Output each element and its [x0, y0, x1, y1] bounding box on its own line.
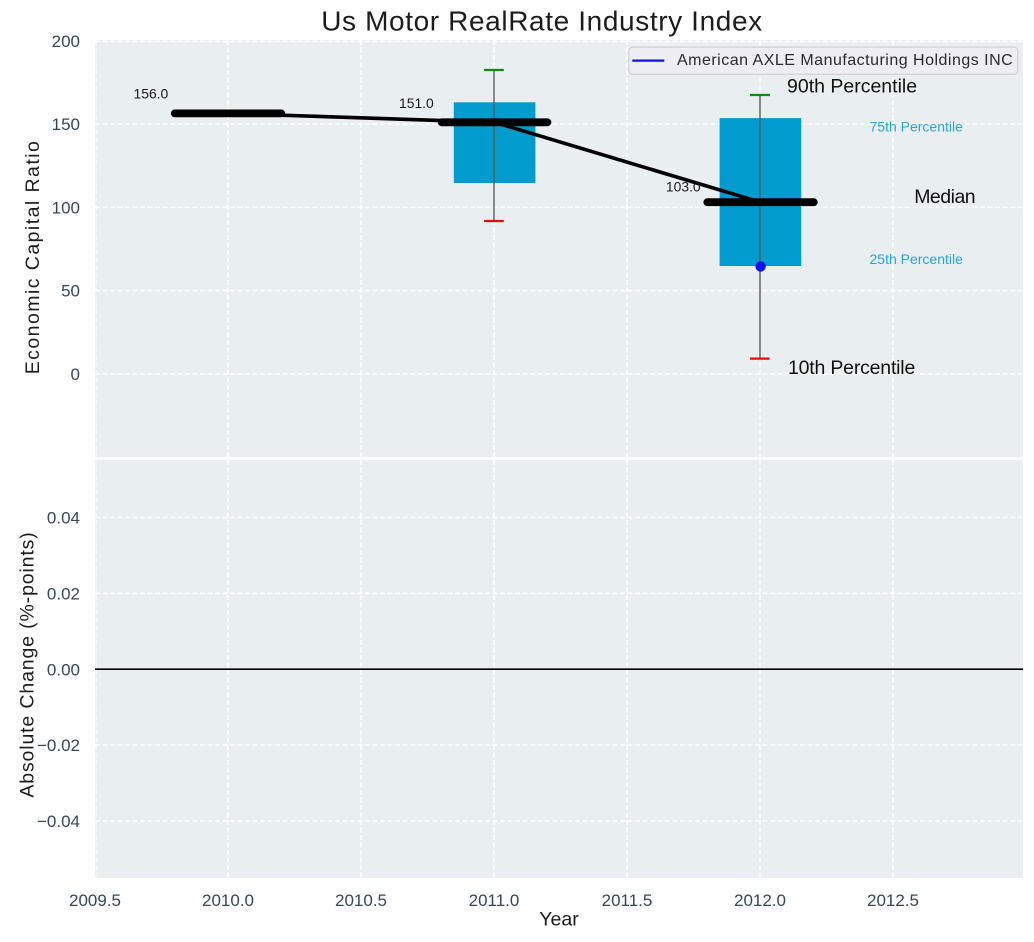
svg-text:0.00: 0.00 — [47, 660, 80, 679]
svg-text:0.02: 0.02 — [47, 584, 80, 603]
svg-text:25th Percentile: 25th Percentile — [870, 251, 964, 267]
svg-text:−0.02: −0.02 — [37, 736, 80, 755]
svg-text:2010.0: 2010.0 — [202, 891, 254, 910]
svg-text:Absolute Change (%-points): Absolute Change (%-points) — [17, 531, 39, 797]
svg-text:75th Percentile: 75th Percentile — [870, 118, 964, 134]
svg-text:151.0: 151.0 — [399, 95, 434, 111]
svg-text:103.0: 103.0 — [666, 178, 701, 194]
svg-text:American AXLE Manufacturing Ho: American AXLE Manufacturing Holdings INC — [677, 52, 1013, 69]
svg-text:2012.5: 2012.5 — [867, 891, 919, 910]
svg-text:90th Percentile: 90th Percentile — [787, 76, 917, 98]
svg-text:2010.5: 2010.5 — [335, 891, 387, 910]
svg-text:100: 100 — [52, 198, 80, 217]
svg-text:10th Percentile: 10th Percentile — [788, 357, 915, 379]
svg-text:Economic Capital Ratio: Economic Capital Ratio — [22, 140, 44, 375]
svg-text:2011.0: 2011.0 — [469, 891, 520, 910]
svg-text:156.0: 156.0 — [134, 86, 169, 102]
svg-text:150: 150 — [52, 115, 80, 134]
svg-text:0: 0 — [71, 365, 80, 384]
svg-text:2011.5: 2011.5 — [602, 891, 653, 910]
svg-text:Year: Year — [539, 909, 579, 931]
svg-text:0.04: 0.04 — [47, 509, 80, 528]
svg-text:2009.5: 2009.5 — [69, 891, 121, 910]
svg-text:−0.04: −0.04 — [37, 812, 80, 831]
svg-text:200: 200 — [52, 32, 80, 51]
svg-text:50: 50 — [61, 282, 80, 301]
svg-text:Us Motor RealRate Industry Ind: Us Motor RealRate Industry Index — [321, 5, 763, 36]
svg-text:Median: Median — [914, 186, 975, 208]
svg-text:2012.0: 2012.0 — [734, 891, 786, 910]
